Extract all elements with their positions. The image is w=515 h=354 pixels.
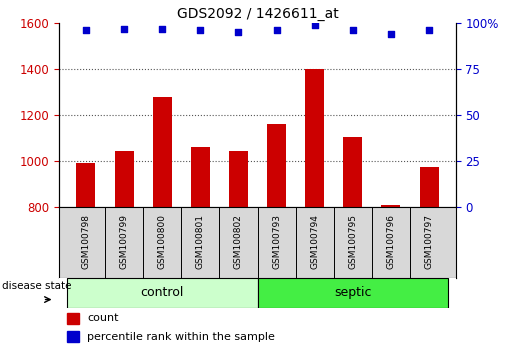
Point [82, 28, 90, 33]
Bar [344, 137, 363, 207]
Point [196, 28, 204, 33]
Text: GSM100802: GSM100802 [234, 213, 243, 269]
Point [387, 31, 395, 37]
Bar [420, 167, 439, 207]
Text: count: count [87, 313, 118, 323]
Text: septic: septic [334, 286, 372, 299]
Bar [258, 278, 448, 308]
Bar [67, 331, 79, 342]
Bar [382, 205, 401, 207]
Text: GSM100793: GSM100793 [272, 213, 281, 269]
Point [311, 22, 319, 28]
Bar [76, 163, 95, 207]
Bar [67, 313, 79, 324]
Bar [229, 151, 248, 207]
Text: GSM100800: GSM100800 [158, 213, 167, 269]
Text: GSM100794: GSM100794 [310, 213, 319, 269]
Bar [67, 278, 258, 308]
Bar [267, 124, 286, 207]
Text: GSM100797: GSM100797 [424, 213, 434, 269]
Text: percentile rank within the sample: percentile rank within the sample [87, 332, 275, 342]
Text: GSM100799: GSM100799 [119, 213, 129, 269]
Text: GSM100795: GSM100795 [348, 213, 357, 269]
Text: GSM100796: GSM100796 [386, 213, 396, 269]
Title: GDS2092 / 1426611_at: GDS2092 / 1426611_at [177, 7, 338, 21]
Bar [305, 69, 324, 207]
Point [120, 26, 128, 32]
Bar [191, 147, 210, 207]
Point [272, 28, 281, 33]
Text: control: control [141, 286, 184, 299]
Point [234, 29, 243, 35]
Point [158, 26, 166, 32]
Bar [152, 97, 171, 207]
Point [349, 28, 357, 33]
Text: GSM100798: GSM100798 [81, 213, 91, 269]
Point [425, 28, 433, 33]
Text: disease state: disease state [2, 281, 71, 291]
Text: GSM100801: GSM100801 [196, 213, 205, 269]
Bar [114, 151, 133, 207]
